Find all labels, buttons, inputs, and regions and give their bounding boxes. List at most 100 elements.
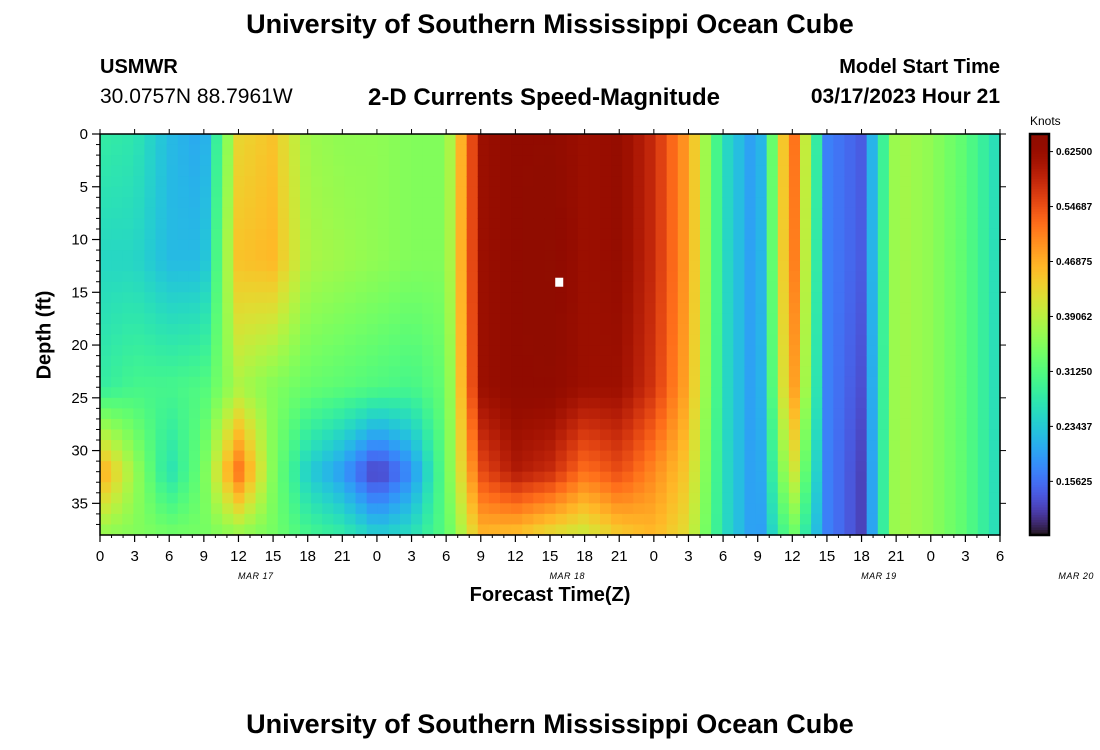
heatmap-cell <box>911 250 923 262</box>
heatmap-cell <box>922 218 934 230</box>
heatmap-cell <box>422 334 434 346</box>
heatmap-cell <box>233 260 246 272</box>
heatmap-cell <box>733 155 746 167</box>
heatmap-cell <box>733 144 746 156</box>
x-tick-label: 15 <box>542 548 559 565</box>
heatmap-cell <box>233 239 246 251</box>
heatmap-cell <box>233 513 246 526</box>
heatmap-cell <box>111 461 123 473</box>
heatmap-cell <box>488 239 501 251</box>
heatmap-cell <box>777 503 790 515</box>
heatmap-cell <box>422 134 434 146</box>
heatmap-cell <box>566 186 579 198</box>
heatmap-cell <box>666 155 679 167</box>
colorbar-segment <box>1030 462 1049 466</box>
heatmap-cell <box>155 134 168 146</box>
heatmap-cell <box>655 260 668 272</box>
heatmap-cell <box>977 165 990 177</box>
heatmap-cell <box>933 355 946 367</box>
heatmap-cell <box>244 144 257 156</box>
heatmap-cell <box>188 176 201 188</box>
heatmap-cell <box>744 271 757 283</box>
heatmap-cell <box>522 281 534 293</box>
heatmap-cell <box>277 387 290 399</box>
heatmap-cell <box>622 503 634 515</box>
heatmap-cell <box>988 440 1001 452</box>
heatmap-cell <box>911 207 923 220</box>
heatmap-cell <box>900 503 912 515</box>
heatmap-cell <box>755 461 768 473</box>
heatmap-cell <box>144 165 157 177</box>
heatmap-cell <box>277 218 290 230</box>
heatmap-cell <box>566 134 579 146</box>
colorbar-segment <box>1030 369 1049 373</box>
heatmap-cell <box>211 355 223 367</box>
heatmap-cell <box>822 271 834 283</box>
heatmap-cell <box>322 387 334 399</box>
heatmap-cell <box>833 429 846 441</box>
heatmap-cell <box>388 176 401 188</box>
heatmap-cell <box>144 281 157 293</box>
heatmap-cell <box>477 503 490 515</box>
heatmap-cell <box>344 155 357 167</box>
heatmap-cell <box>655 239 668 251</box>
colorbar-segment <box>1030 334 1049 338</box>
heatmap-cell <box>655 323 668 336</box>
heatmap-cell <box>922 228 934 241</box>
heatmap-cell <box>755 450 768 462</box>
heatmap-cell <box>400 376 412 388</box>
heatmap-cell <box>544 355 557 367</box>
heatmap-cell <box>944 218 957 230</box>
heatmap-cell <box>200 144 212 156</box>
heatmap-cell <box>733 397 746 409</box>
heatmap-cell <box>155 513 168 526</box>
heatmap-cell <box>600 313 612 325</box>
heatmap-cell <box>211 292 223 304</box>
heatmap-cell <box>622 345 634 357</box>
heatmap-cell <box>666 418 679 431</box>
heatmap-cell <box>944 281 957 293</box>
heatmap-cell <box>944 492 957 504</box>
heatmap-cell <box>377 197 390 209</box>
heatmap-cell <box>244 134 257 146</box>
heatmap-cell <box>855 292 868 304</box>
heatmap-cell <box>855 440 868 452</box>
heatmap-cell <box>322 155 334 167</box>
heatmap-cell <box>966 471 979 483</box>
heatmap-cell <box>933 239 946 251</box>
heatmap-cell <box>311 492 323 504</box>
heatmap-cell <box>466 218 479 230</box>
heatmap-cell <box>666 345 679 357</box>
heatmap-cell <box>300 271 312 283</box>
heatmap-cell <box>377 207 390 220</box>
heatmap-cell <box>255 239 268 251</box>
heatmap-cell <box>877 387 890 399</box>
heatmap-cell <box>366 408 379 420</box>
heatmap-cell <box>677 355 690 367</box>
heatmap-cell <box>477 228 490 241</box>
heatmap-cell <box>644 292 657 304</box>
colorbar-segment <box>1030 166 1049 170</box>
heatmap-cell <box>377 387 390 399</box>
heatmap-cell <box>955 176 968 188</box>
heatmap-cell <box>100 482 112 494</box>
heatmap-cell <box>344 271 357 283</box>
x-tick-label: 6 <box>719 548 727 565</box>
heatmap-cell <box>344 197 357 209</box>
heatmap-cell <box>855 302 868 314</box>
heatmap-cell <box>544 366 557 378</box>
heatmap-cell <box>777 471 790 483</box>
heatmap-cell <box>355 355 368 367</box>
heatmap-cell <box>611 239 623 251</box>
heatmap-cell <box>911 281 923 293</box>
heatmap-cell <box>433 281 446 293</box>
heatmap-cell <box>611 207 623 220</box>
heatmap-cell <box>411 144 423 156</box>
heatmap-cell <box>122 134 134 146</box>
heatmap-cell <box>233 387 246 399</box>
heatmap-cell <box>177 313 190 325</box>
heatmap-cell <box>955 228 968 241</box>
heatmap-cell <box>455 524 468 536</box>
heatmap-cell <box>222 345 234 357</box>
heatmap-cell <box>555 302 568 314</box>
